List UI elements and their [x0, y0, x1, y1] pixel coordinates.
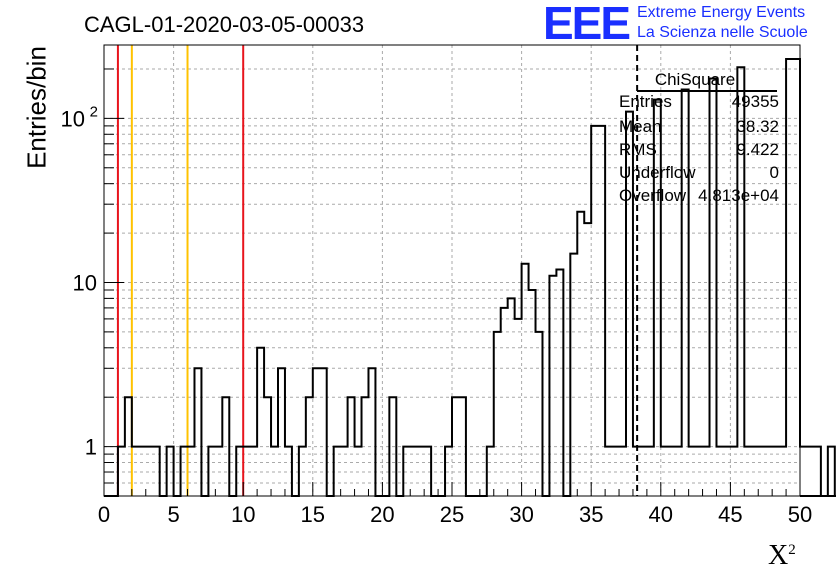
stats-value: 4.813e+04 — [698, 186, 779, 205]
x-tick-label: 15 — [301, 502, 325, 527]
stats-value: 49355 — [731, 92, 779, 111]
x-tick-label: 30 — [509, 502, 533, 527]
y-tick-label: 10 — [61, 106, 85, 131]
x-tick-label: 5 — [167, 502, 179, 527]
axis-tick-labels: 0 5 10 15 20 25 30 35 40 45 50 1 10 10 2 — [61, 103, 813, 527]
logo-line-1: Extreme Energy Events — [637, 4, 806, 21]
logo-line-2: La Scienza nelle Scuole — [637, 24, 808, 41]
y-tick-label-exponent: 2 — [90, 103, 98, 120]
x-tick-label: 35 — [579, 502, 603, 527]
stats-key: Mean — [619, 117, 662, 136]
stats-box: ChiSquare Entries 49355 Mean 38.32 RMS 9.42… — [610, 70, 780, 205]
histogram-series — [104, 58, 836, 497]
x-axis-label: X2 — [768, 540, 796, 572]
grid-lines — [104, 45, 800, 497]
histogram-line — [104, 58, 836, 497]
stats-value: 38.32 — [736, 117, 779, 136]
stats-title: ChiSquare — [654, 70, 736, 89]
y-tick-label: 1 — [85, 435, 97, 460]
stats-rule — [637, 90, 777, 92]
eee-logo: EEE — [543, 0, 631, 49]
stats-key: Entries — [619, 92, 672, 111]
x-axis-label-sup: 2 — [788, 542, 796, 558]
stats-key: RMS — [619, 140, 657, 159]
stats-key: Overflow — [619, 186, 687, 205]
x-tick-label: 40 — [649, 502, 673, 527]
x-tick-label: 10 — [231, 502, 255, 527]
x-tick-label: 50 — [788, 502, 812, 527]
x-axis-label-base: X — [768, 540, 789, 571]
stats-key: Underflow — [619, 163, 696, 182]
axis-ticks — [103, 68, 801, 497]
stats-value: 0 — [769, 163, 779, 182]
x-tick-label: 0 — [98, 502, 110, 527]
y-tick-label: 10 — [73, 270, 97, 295]
stats-value: 9.422 — [736, 140, 779, 159]
x-tick-label: 20 — [370, 502, 394, 527]
x-tick-label: 25 — [440, 502, 464, 527]
y-axis-label: Entries/bin — [21, 46, 52, 169]
x-tick-label: 45 — [718, 502, 742, 527]
marker-lines — [116, 45, 639, 496]
chart-title: CAGL-01-2020-03-05-00033 — [84, 12, 365, 37]
